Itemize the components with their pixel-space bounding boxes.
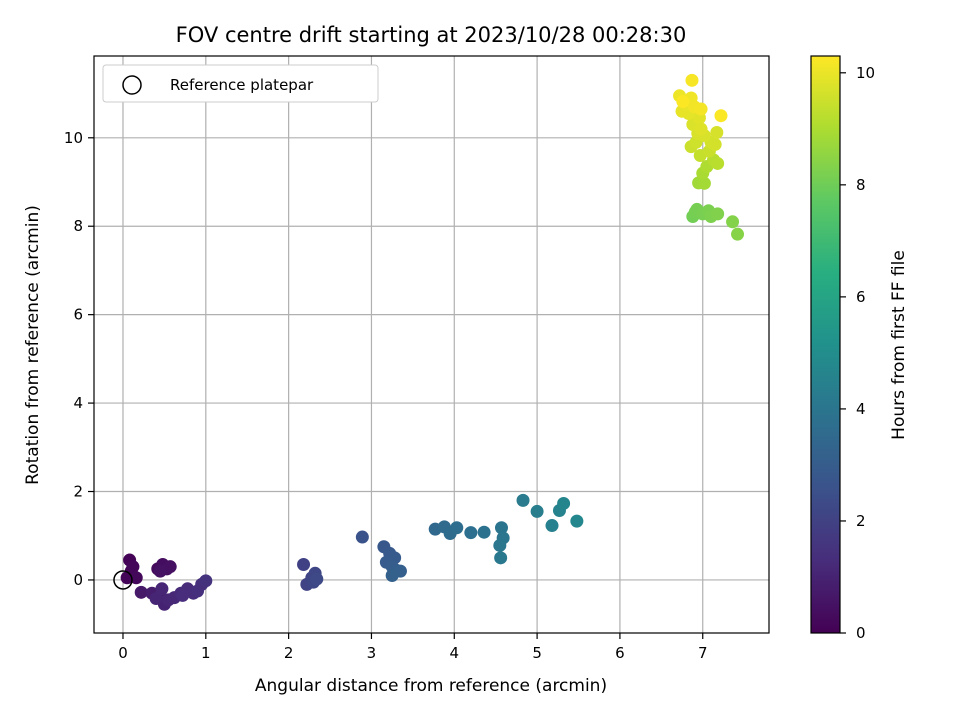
y-tick-label: 0 (73, 571, 83, 589)
x-axis-ticks: 0 1 2 3 4 5 6 7 (118, 633, 708, 662)
data-point (385, 569, 399, 583)
x-tick-label: 4 (450, 644, 460, 662)
data-point (494, 551, 508, 565)
x-tick-label: 2 (284, 644, 294, 662)
colorbar-tick-label: 2 (856, 512, 866, 530)
plot-frame (93, 55, 770, 634)
chart-title: FOV centre drift starting at 2023/10/28 … (176, 23, 687, 47)
y-tick-label: 8 (73, 217, 83, 235)
x-tick-label: 5 (532, 644, 542, 662)
colorbar-tick-label: 10 (856, 64, 875, 82)
data-point (516, 493, 530, 507)
data-point (494, 521, 508, 535)
data-point (176, 588, 190, 602)
data-point (710, 125, 724, 139)
data-point (545, 519, 559, 533)
colorbar-label: Hours from first FF file (889, 250, 909, 440)
grid (94, 56, 769, 633)
y-axis-ticks: 0 2 4 6 8 10 (64, 129, 94, 589)
data-point (153, 564, 167, 578)
data-point (676, 95, 690, 109)
data-point (310, 572, 324, 586)
data-point (199, 574, 213, 588)
data-point (530, 504, 544, 518)
colorbar: 0 2 4 6 8 10 Hours from first FF file (810, 55, 909, 642)
reference-platepar-marker (113, 570, 133, 590)
colorbar-ticks: 0 2 4 6 8 10 (840, 64, 875, 642)
legend-entry: Reference platepar (170, 76, 314, 94)
y-tick-label: 2 (73, 483, 83, 501)
y-tick-label: 10 (64, 129, 83, 147)
data-point (126, 560, 140, 574)
data-point (149, 592, 163, 606)
data-point (493, 538, 507, 552)
data-point (685, 73, 699, 87)
data-point (697, 176, 711, 190)
data-points (120, 73, 745, 611)
data-point (450, 521, 464, 535)
x-tick-label: 6 (615, 644, 625, 662)
data-point (711, 207, 725, 221)
data-point (155, 582, 169, 596)
colorbar-tick-label: 4 (856, 400, 866, 418)
data-point (163, 560, 177, 574)
colorbar-tick-label: 0 (856, 624, 866, 642)
colorbar-gradient (810, 55, 841, 634)
data-point (477, 525, 491, 539)
data-point (297, 557, 311, 571)
data-point (570, 514, 584, 528)
data-point (134, 585, 148, 599)
data-point (714, 109, 728, 123)
data-point (694, 122, 708, 136)
data-point (726, 215, 740, 229)
data-point (129, 571, 143, 585)
data-point (694, 102, 708, 116)
data-point (708, 137, 722, 151)
data-point (731, 227, 745, 241)
x-tick-label: 0 (118, 644, 128, 662)
legend-marker (122, 75, 142, 95)
x-tick-label: 3 (367, 644, 377, 662)
legend: Reference platepar (102, 64, 379, 103)
y-tick-label: 4 (73, 394, 83, 412)
x-tick-label: 7 (698, 644, 708, 662)
y-axis-label: Rotation from reference (arcmin) (23, 205, 43, 485)
data-point (464, 526, 478, 540)
data-point (711, 156, 725, 170)
data-point (557, 496, 571, 510)
x-axis-label: Angular distance from reference (arcmin) (255, 676, 607, 696)
legend-box (102, 64, 379, 103)
x-tick-label: 1 (201, 644, 211, 662)
y-tick-label: 6 (73, 306, 83, 324)
colorbar-tick-label: 6 (856, 288, 866, 306)
data-point (355, 530, 369, 544)
colorbar-tick-label: 8 (856, 176, 866, 194)
